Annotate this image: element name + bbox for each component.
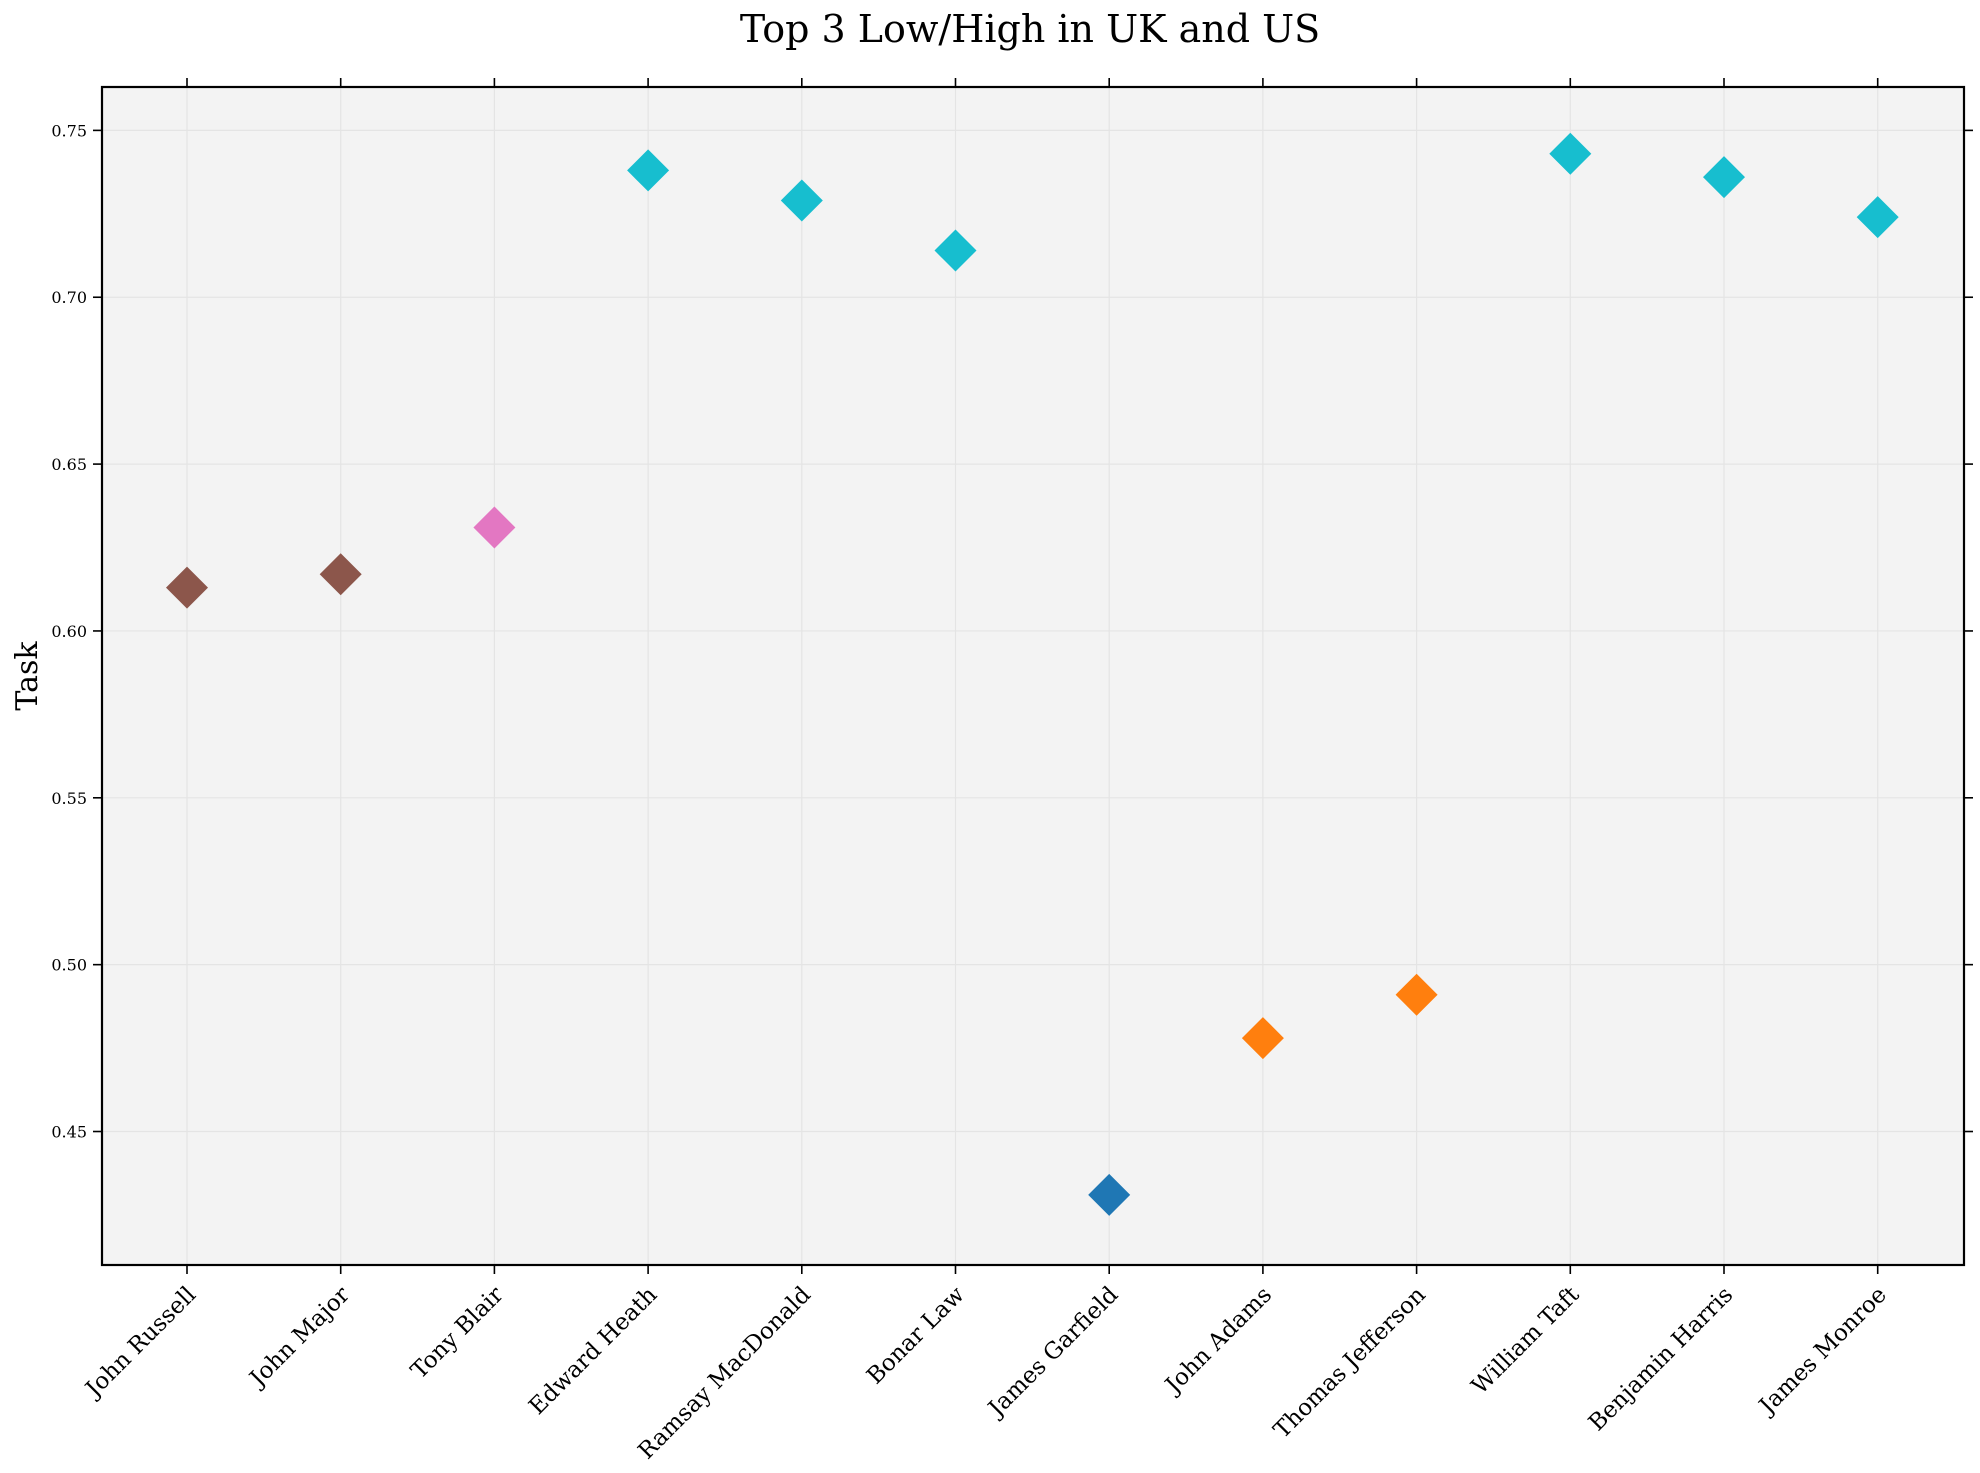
y-tick-label: 0.45 bbox=[51, 1123, 87, 1142]
y-tick-label: 0.75 bbox=[51, 121, 87, 140]
y-tick-label: 0.50 bbox=[51, 956, 87, 975]
axis-ticks bbox=[93, 78, 1973, 1274]
x-tick-labels: John Russell John Major Tony Blair Edward H… bbox=[80, 1281, 1892, 1464]
x-tick-label: James Garfield bbox=[982, 1282, 1123, 1423]
data-point bbox=[319, 553, 362, 596]
data-point bbox=[473, 506, 516, 549]
x-tick-label: John Russell bbox=[80, 1282, 202, 1404]
y-tick-label: 0.55 bbox=[51, 789, 87, 808]
x-tick-label: William Taft bbox=[1467, 1281, 1585, 1399]
y-axis-label: Task bbox=[10, 641, 45, 711]
data-point bbox=[1088, 1173, 1131, 1216]
data-point bbox=[166, 566, 208, 609]
plot-background bbox=[102, 87, 1964, 1265]
x-tick-label: Benjamin Harris bbox=[1584, 1282, 1738, 1436]
data-point bbox=[1856, 196, 1899, 239]
x-tick-label: Ramsay MacDonald bbox=[633, 1282, 816, 1465]
data-point bbox=[1549, 132, 1592, 175]
chart-title: Top 3 Low/High in UK and US bbox=[740, 7, 1320, 51]
data-point bbox=[934, 229, 977, 272]
data-point bbox=[1703, 156, 1745, 199]
y-tick-labels: 0.45 0.50 0.55 0.60 0.65 0.70 0.75 bbox=[51, 121, 87, 1141]
x-tick-label: John Major bbox=[244, 1282, 355, 1393]
y-tick-label: 0.60 bbox=[51, 622, 87, 641]
x-tick-label: Bonar Law bbox=[862, 1282, 970, 1390]
y-tick-label: 0.65 bbox=[51, 455, 87, 474]
x-tick-label: James Monroe bbox=[1753, 1282, 1892, 1421]
x-tick-label: Tony Blair bbox=[406, 1282, 508, 1384]
data-points bbox=[166, 132, 1899, 1216]
x-tick-label: John Adams bbox=[1159, 1282, 1277, 1400]
x-tick-label: Thomas Jefferson bbox=[1269, 1282, 1431, 1444]
x-tick-label: Edward Heath bbox=[524, 1282, 662, 1420]
data-point bbox=[627, 149, 670, 192]
data-point bbox=[1241, 1017, 1284, 1060]
plot-frame bbox=[100, 85, 1966, 1267]
data-point bbox=[780, 179, 823, 222]
data-point bbox=[1395, 973, 1438, 1016]
grid bbox=[102, 87, 1964, 1265]
y-tick-label: 0.70 bbox=[51, 288, 87, 307]
